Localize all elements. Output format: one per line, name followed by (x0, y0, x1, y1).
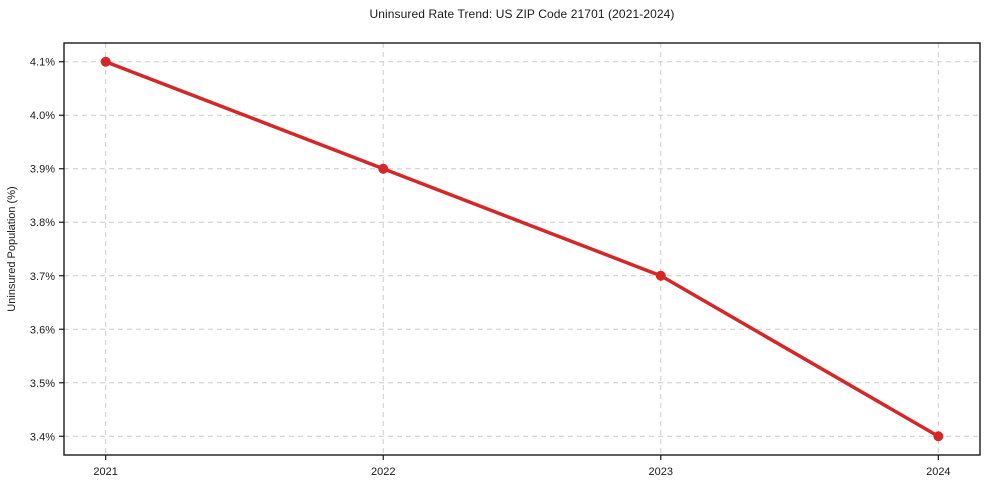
x-tick-label: 2022 (371, 466, 395, 478)
x-tick-label: 2023 (649, 466, 673, 478)
x-tick-label: 2021 (93, 466, 117, 478)
y-tick-label: 4.0% (30, 110, 55, 122)
y-tick-label: 3.6% (30, 324, 55, 336)
chart-title: Uninsured Rate Trend: US ZIP Code 21701 … (369, 7, 675, 21)
data-point-marker (378, 163, 389, 174)
plot-frame (63, 42, 981, 456)
y-tick-label: 3.9% (30, 164, 55, 176)
data-point-marker (933, 431, 944, 442)
y-tick-label: 3.7% (30, 271, 55, 283)
y-tick-label: 4.1% (30, 57, 55, 69)
data-point-marker (100, 56, 111, 67)
x-tick-label: 2024 (926, 466, 950, 478)
y-tick-label: 3.5% (30, 378, 55, 390)
trend-line (103, 59, 941, 439)
y-tick-label: 3.4% (30, 431, 55, 443)
data-point-marker (655, 270, 666, 281)
y-tick-label: 3.8% (30, 217, 55, 229)
